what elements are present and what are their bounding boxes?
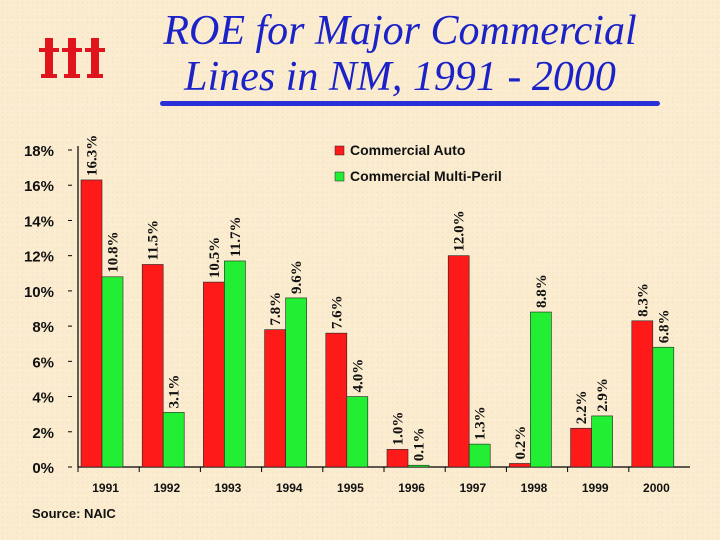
data-label: 0.2% (513, 426, 529, 460)
bar-commercial-auto (325, 332, 348, 468)
legend-swatch-commercial-multi-peril (334, 171, 345, 182)
bar-commercial-multi-peril (285, 297, 307, 468)
x-tick-label: 1991 (92, 481, 119, 495)
title-line-2: Lines in NM, 1991 - 2000 (184, 54, 616, 100)
data-label: 10.5% (207, 237, 223, 278)
bar-commercial-auto (141, 264, 164, 468)
bar-commercial-multi-peril (530, 311, 552, 468)
data-label: 9.6% (289, 260, 305, 294)
x-tick-label: 2000 (643, 481, 670, 495)
y-tick-label: 18% (24, 143, 54, 160)
bar-commercial-multi-peril (346, 396, 369, 468)
iii-logo-icon (39, 38, 105, 78)
data-label: 1.0% (391, 412, 407, 446)
source-note: Source: NAIC (32, 506, 116, 521)
legend-swatch-commercial-auto (334, 145, 345, 156)
bar-commercial-auto (80, 179, 103, 468)
legend-label-commercial-auto: Commercial Auto (350, 142, 465, 158)
data-label: 10.8% (106, 232, 122, 273)
bar-commercial-auto (203, 281, 225, 468)
bar-commercial-multi-peril (224, 260, 246, 468)
data-label: 1.3% (473, 406, 489, 440)
x-tick-label: 1998 (521, 481, 548, 495)
title-underline (160, 101, 660, 106)
data-label: 6.8% (656, 309, 672, 343)
data-label: 0.1% (412, 427, 428, 461)
data-label: 3.1% (167, 375, 183, 409)
y-tick-label: 10% (24, 284, 54, 301)
bar-commercial-auto (509, 463, 531, 468)
bar-commercial-auto (570, 427, 592, 468)
data-label: 7.8% (268, 292, 284, 326)
y-tick-label: 14% (24, 213, 54, 230)
y-tick-label: 2% (32, 425, 54, 442)
data-label: 11.5% (146, 220, 162, 260)
bar-commercial-multi-peril (468, 443, 491, 468)
y-tick-label: 4% (32, 390, 54, 407)
bar-commercial-multi-peril (407, 464, 430, 468)
bar-commercial-multi-peril (101, 276, 124, 468)
y-tick-label: 6% (32, 354, 54, 371)
bar-commercial-multi-peril (591, 415, 613, 468)
legend-label-commercial-multi-peril: Commercial Multi-Peril (350, 168, 502, 184)
page-title: ROE for Major Commercial Lines in NM, 19… (120, 8, 680, 100)
data-label: 8.8% (534, 274, 550, 308)
data-label: 16.3% (85, 135, 101, 176)
data-label: 7.6% (329, 295, 345, 329)
bar-commercial-auto (264, 329, 286, 468)
bar-commercial-auto (447, 255, 470, 468)
y-tick-label: 12% (24, 249, 54, 266)
data-label: 2.2% (574, 391, 590, 425)
bar-commercial-multi-peril (162, 412, 185, 468)
data-label: 8.3% (635, 283, 651, 317)
data-label: 2.9% (595, 378, 611, 412)
title-line-1: ROE for Major Commercial (163, 8, 637, 54)
x-tick-label: 1994 (276, 481, 303, 495)
x-tick-label: 1995 (337, 481, 364, 495)
data-label: 11.7% (228, 217, 244, 257)
x-tick-label: 1999 (582, 481, 609, 495)
x-tick-label: 1992 (153, 481, 180, 495)
bar-commercial-auto (386, 449, 409, 468)
bar-commercial-auto (631, 320, 654, 468)
y-tick-label: 0% (32, 460, 54, 477)
x-tick-label: 1993 (215, 481, 242, 495)
bar-commercial-multi-peril (652, 346, 675, 468)
data-label: 4.0% (350, 359, 366, 393)
x-tick-label: 1997 (459, 481, 486, 495)
data-label: 12.0% (452, 210, 468, 251)
x-tick-label: 1996 (398, 481, 425, 495)
y-tick-label: 8% (32, 319, 54, 336)
y-tick-label: 16% (24, 178, 54, 195)
